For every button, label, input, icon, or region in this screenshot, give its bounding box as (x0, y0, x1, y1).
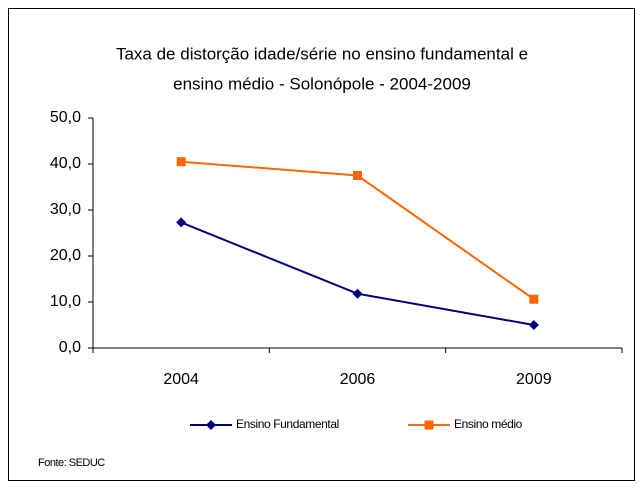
y-tick-label: 0,0 (59, 339, 81, 356)
marker (176, 217, 187, 228)
legend-marker (424, 420, 434, 430)
x-tick-label: 2006 (340, 371, 376, 388)
y-tick-label: 50,0 (50, 109, 81, 126)
y-tick-label: 20,0 (50, 247, 81, 264)
chart-title: ensino médio - Solonópole - 2004-2009 (173, 74, 471, 93)
source-note: Fonte: SEDUC (38, 457, 105, 469)
legend-marker (206, 420, 216, 430)
y-tick-label: 40,0 (50, 155, 81, 172)
chart-frame (8, 8, 635, 481)
y-tick-label: 10,0 (50, 293, 81, 310)
x-tick-label: 2004 (163, 371, 199, 388)
marker (176, 157, 186, 167)
x-tick-label: 2009 (516, 371, 552, 388)
legend-label: Ensino médio (454, 417, 523, 431)
marker (528, 320, 539, 330)
chart-title: Taxa de distorção idade/série no ensino … (116, 44, 528, 63)
marker (352, 288, 363, 299)
marker (529, 294, 539, 304)
marker (353, 171, 362, 180)
legend-label: Ensino Fundamental (236, 417, 339, 431)
y-tick-label: 30,0 (50, 201, 81, 218)
